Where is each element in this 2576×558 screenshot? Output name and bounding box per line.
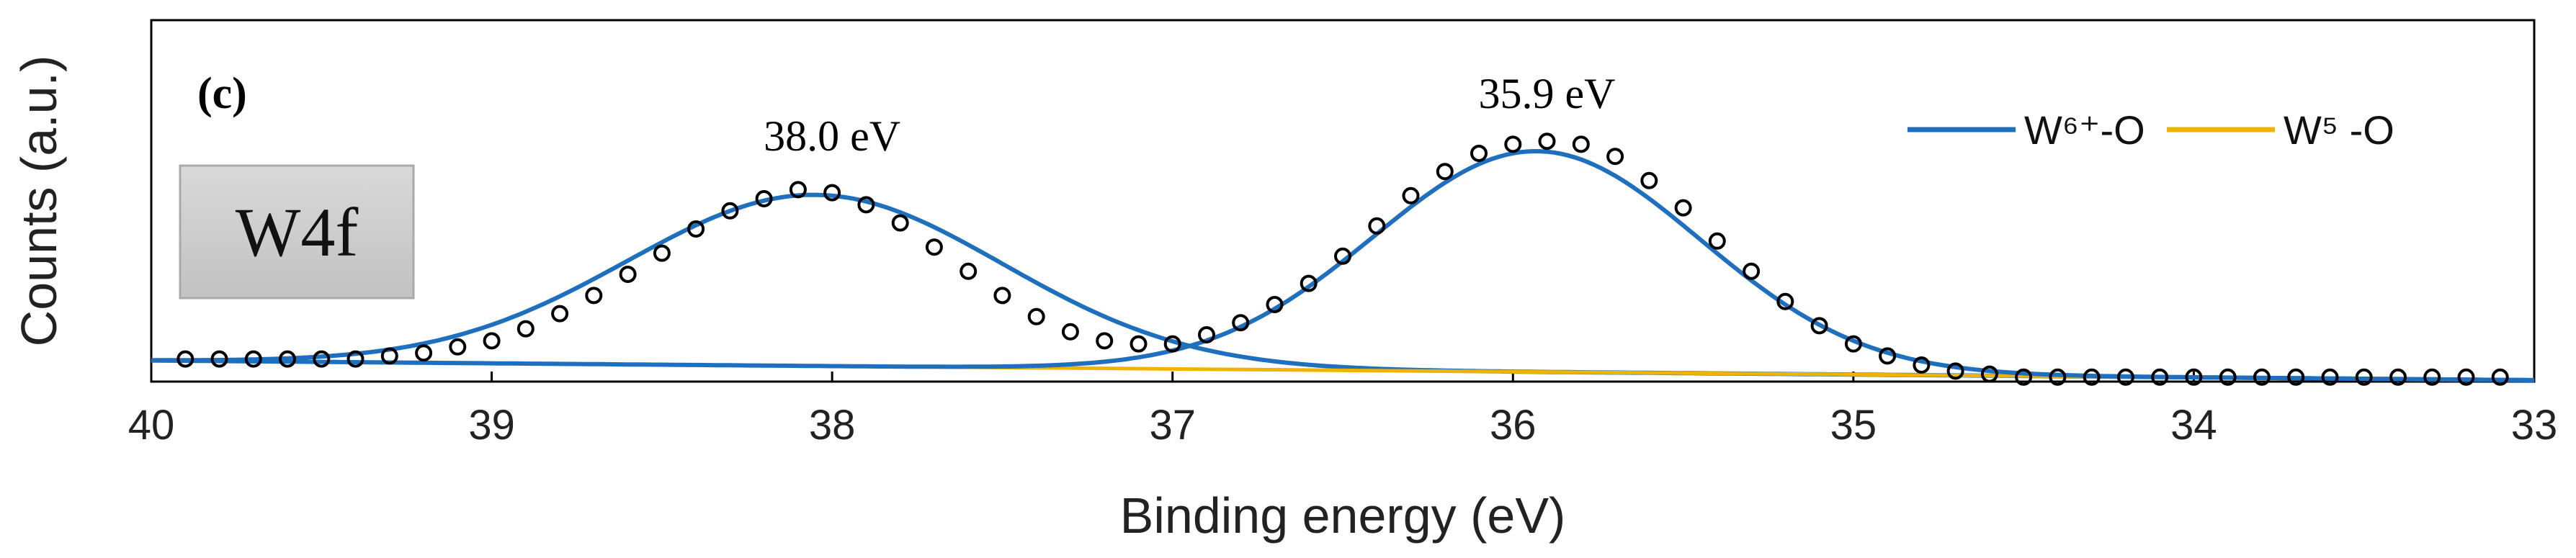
x-tick-label: 36 — [1490, 402, 1537, 449]
x-tick-label: 38 — [809, 402, 856, 449]
region-box: W4f — [179, 164, 415, 300]
data-point — [483, 332, 501, 350]
data-point — [1334, 247, 1351, 265]
data-point — [891, 214, 909, 232]
data-point — [1266, 296, 1284, 313]
data-point — [2116, 368, 2134, 386]
data-point — [687, 220, 705, 238]
data-point — [585, 287, 603, 305]
data-point — [993, 287, 1011, 305]
legend-label-1: W⁶⁺-O — [2024, 107, 2145, 153]
data-point — [210, 350, 228, 368]
data-point — [2083, 368, 2101, 386]
data-point — [2287, 368, 2305, 386]
data-point — [2457, 368, 2475, 386]
panel-label: (c) — [197, 69, 247, 118]
x-tick-label: 37 — [1149, 402, 1196, 449]
data-point — [2185, 368, 2203, 386]
data-point — [2423, 368, 2441, 386]
region-label: W4f — [236, 194, 359, 271]
data-point — [2151, 368, 2169, 386]
legend-label-2: W⁵ -O — [2284, 107, 2394, 153]
data-point — [1470, 145, 1488, 162]
data-point — [1300, 274, 1318, 292]
x-tick-label: 35 — [1830, 402, 1877, 449]
x-axis-title: Binding energy (eV) — [1120, 487, 1566, 544]
data-point — [1776, 292, 1794, 310]
data-point — [449, 338, 467, 356]
data-point — [346, 350, 365, 368]
data-point — [653, 244, 671, 262]
peak-annotations: 38.0 eV 35.9 eV — [764, 70, 1615, 160]
data-point — [380, 347, 398, 365]
data-point — [1980, 365, 1998, 383]
data-point — [1402, 186, 1420, 204]
data-point — [313, 350, 331, 368]
data-point — [1606, 148, 1624, 166]
data-point — [1163, 335, 1181, 353]
data-point — [2389, 368, 2407, 386]
data-point — [2015, 368, 2033, 386]
data-point — [1640, 171, 1658, 189]
data-point — [1844, 335, 1862, 353]
data-point — [925, 238, 943, 256]
data-point — [1504, 135, 1522, 153]
data-points-layer — [176, 132, 2509, 386]
data-point — [244, 350, 262, 368]
data-point — [1232, 314, 1250, 332]
region-box-background — [179, 164, 415, 300]
data-point — [2321, 368, 2339, 386]
x-tick-label: 34 — [2170, 402, 2217, 449]
data-point — [1130, 335, 1148, 353]
data-point — [1061, 323, 1079, 341]
data-point — [1674, 199, 1692, 217]
series-line-3 — [151, 148, 2535, 382]
data-point — [1810, 317, 1828, 335]
x-tick-label: 40 — [128, 402, 175, 449]
peak-label-2: 35.9 eV — [1479, 70, 1616, 117]
data-point — [1879, 347, 1897, 365]
plot-frame — [150, 19, 2536, 383]
data-point — [415, 344, 433, 362]
data-point — [2491, 368, 2509, 386]
data-point — [2219, 368, 2237, 386]
data-point — [2355, 368, 2373, 386]
series-layer — [151, 148, 2535, 382]
x-tick-label: 33 — [2511, 402, 2558, 449]
data-point — [1946, 362, 1964, 380]
data-point — [551, 305, 569, 323]
data-point — [857, 196, 875, 214]
data-point — [1368, 217, 1386, 235]
data-point — [823, 184, 841, 202]
x-tick-label: 39 — [468, 402, 515, 449]
data-point — [1027, 307, 1045, 325]
data-point — [1708, 232, 1726, 250]
peak-label-1: 38.0 eV — [764, 112, 900, 160]
y-axis-title: Counts (a.u.) — [11, 55, 67, 347]
data-point — [1538, 132, 1556, 150]
data-point — [2049, 368, 2067, 386]
data-point — [1572, 135, 1590, 153]
legend: W⁶⁺-O W⁵ -O — [1908, 107, 2394, 153]
data-point — [960, 262, 978, 280]
data-point — [619, 266, 637, 283]
data-point — [721, 202, 739, 220]
x-axis-tick-labels: 40 39 38 37 36 35 34 33 — [128, 402, 2558, 449]
data-point — [176, 350, 194, 368]
data-point — [516, 320, 535, 338]
data-point — [1436, 163, 1454, 181]
data-point — [1743, 262, 1761, 280]
data-point — [755, 190, 773, 207]
data-point — [1198, 326, 1215, 343]
data-point — [1096, 332, 1114, 350]
data-point — [279, 350, 296, 368]
data-point — [2253, 368, 2271, 386]
data-point — [1913, 356, 1931, 374]
data-point — [789, 181, 807, 199]
